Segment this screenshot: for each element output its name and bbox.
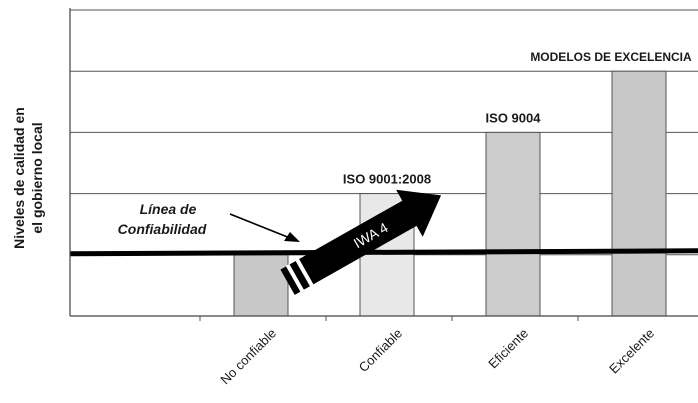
bar-label: ISO 9001:2008 <box>343 172 431 187</box>
bar-excelente <box>611 70 667 317</box>
axes <box>69 8 698 321</box>
bar-no-confiable <box>233 254 289 317</box>
reliability-label-line1: Línea de <box>140 201 197 217</box>
category-label: Excelente <box>606 326 657 377</box>
bar-eficiente <box>485 131 541 317</box>
iwa4-arrow-stripe <box>295 258 314 287</box>
category-label: Confiable <box>356 326 405 375</box>
category-label: No confiable <box>217 326 279 388</box>
annotations: IWA 4 <box>69 189 698 295</box>
pointer-arrowhead <box>284 232 300 242</box>
reliability-line <box>69 248 698 257</box>
category-label: Eficiente <box>485 326 531 372</box>
pointer-arrow-shaft <box>229 213 291 239</box>
bar-label: ISO 9004 <box>486 110 542 125</box>
labels: No confiable ISO 9001:2008 Confiable ISO 90… <box>11 50 692 387</box>
iwa4-arrow-body <box>280 189 442 295</box>
gridlines <box>70 9 698 256</box>
y-axis-label-line1: Niveles de calidad en <box>11 107 27 249</box>
iwa4-arrow-stripe <box>285 264 305 293</box>
reliability-label-line2: Confiabilidad <box>118 221 207 237</box>
bar-label: MODELOS DE EXCELENCIA <box>530 50 692 64</box>
y-axis-label-line2: el gobierno local <box>29 122 45 233</box>
